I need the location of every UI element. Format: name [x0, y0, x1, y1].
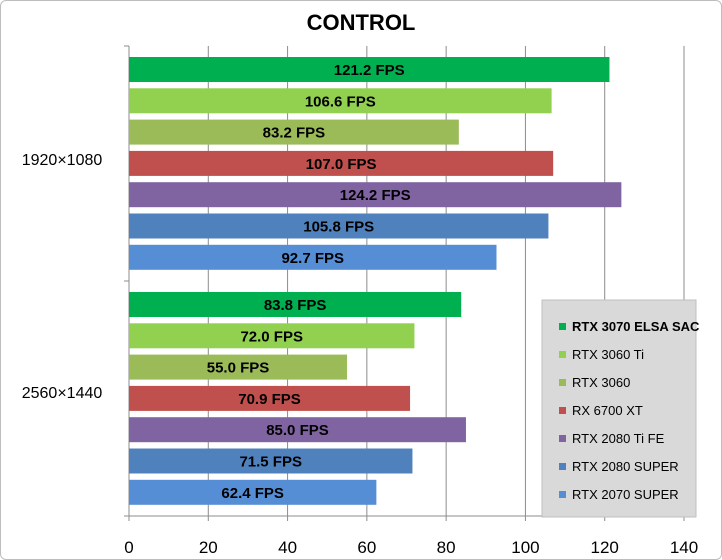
bar-label: 55.0 FPS: [207, 360, 270, 377]
bar-label: 83.2 FPS: [263, 125, 326, 142]
bar-label: 83.8 FPS: [264, 297, 327, 314]
bar: [129, 150, 554, 176]
bar-label: 85.0 FPS: [266, 422, 329, 439]
bar-label: 107.0 FPS: [306, 156, 377, 173]
bar-label: 106.6 FPS: [305, 93, 376, 110]
legend-swatch: [559, 491, 566, 498]
bar-label: 121.2 FPS: [334, 62, 405, 79]
x-tick-label: 60: [357, 538, 376, 557]
legend-label: RTX 3070 ELSA SAC: [572, 319, 700, 334]
bar: [129, 213, 549, 239]
x-tick-label: 120: [591, 538, 619, 557]
legend-label: RTX 3060: [572, 375, 630, 390]
bar: [129, 57, 610, 82]
legend-swatch: [559, 407, 566, 414]
bar: [129, 182, 622, 208]
category-label: 1920×1080: [22, 152, 103, 169]
bar: [129, 323, 415, 349]
bar: [129, 119, 459, 145]
x-tick-label: 0: [124, 538, 133, 557]
chart-title: CONTROL: [306, 10, 416, 35]
legend-label: RX 6700 XT: [572, 403, 643, 418]
legend-label: RTX 2080 SUPER: [572, 459, 679, 474]
bar: [129, 292, 462, 317]
x-tick-label: 140: [670, 538, 698, 557]
bar: [129, 385, 411, 411]
bar-label: 105.8 FPS: [303, 219, 374, 236]
legend-swatch: [559, 379, 566, 386]
bar: [129, 88, 552, 114]
legend-swatch: [559, 463, 566, 470]
x-tick-label: 80: [437, 538, 456, 557]
bar-label: 92.7 FPS: [281, 250, 344, 267]
bar: [129, 244, 497, 270]
legend-swatch: [559, 351, 566, 358]
category-label: 2560×1440: [22, 385, 103, 402]
bar-label: 70.9 FPS: [238, 391, 301, 408]
legend-label: RTX 2070 SUPER: [572, 487, 679, 502]
bar: [129, 479, 377, 505]
x-tick-label: 20: [199, 538, 218, 557]
bar-label: 71.5 FPS: [239, 454, 302, 471]
legend-swatch: [559, 323, 566, 330]
legend-label: RTX 3060 Ti: [572, 347, 644, 362]
bar: [129, 417, 466, 443]
legend-box: [541, 299, 697, 518]
legend-label: RTX 2080 Ti FE: [572, 431, 665, 446]
bar-label: 72.0 FPS: [240, 328, 303, 345]
bar-label: 124.2 FPS: [340, 187, 411, 204]
bar: [129, 448, 413, 474]
x-tick-label: 40: [278, 538, 297, 557]
x-tick-label: 100: [511, 538, 539, 557]
bar-label: 62.4 FPS: [221, 485, 284, 502]
legend-swatch: [559, 435, 566, 442]
bar: [129, 354, 348, 380]
